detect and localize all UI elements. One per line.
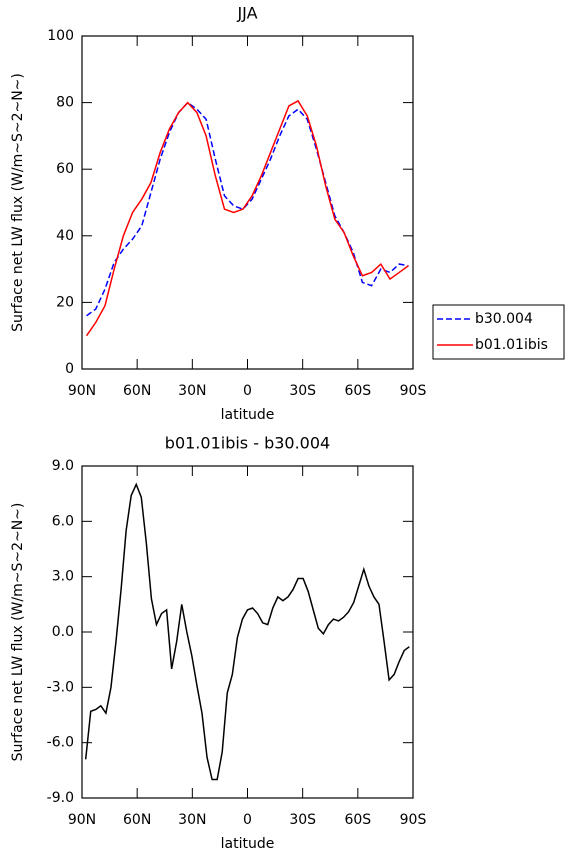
chart-title: JJA	[236, 4, 257, 23]
x-tick-label: 0	[243, 812, 252, 828]
y-tick-label: 0	[65, 361, 74, 377]
series-line	[85, 99, 409, 337]
y-tick-label: -3.0	[47, 679, 74, 695]
x-tick-label: 30S	[289, 812, 316, 828]
y-tick-label: 0.0	[52, 624, 74, 640]
x-tick-label: 90N	[68, 383, 96, 399]
legend-box	[432, 304, 565, 360]
y-tick-label: -6.0	[47, 735, 74, 751]
x-tick-label: 60S	[344, 812, 371, 828]
y-tick-label: 20	[56, 294, 74, 310]
y-tick-label: 60	[56, 161, 74, 177]
x-tick-label: 60S	[344, 383, 371, 399]
x-tick-label: 90S	[400, 812, 427, 828]
x-tick-label: 60N	[123, 383, 151, 399]
y-axis-label: Surface net LW flux (W/m~S~2~N~)	[10, 73, 26, 332]
x-tick-label: 30N	[178, 383, 206, 399]
y-tick-label: -9.0	[47, 790, 74, 806]
x-axis-label: latitude	[221, 407, 275, 423]
y-axis-label: Surface net LW flux (W/m~S~2~N~)	[10, 503, 26, 762]
plot-frame	[81, 465, 414, 799]
y-tick-label: 3.0	[52, 569, 74, 585]
y-tick-label: 100	[47, 28, 74, 44]
series-line	[84, 482, 410, 781]
x-tick-label: 60N	[123, 812, 151, 828]
x-axis-label: latitude	[221, 836, 275, 851]
x-tick-label: 90N	[68, 812, 96, 828]
y-tick-label: 6.0	[52, 513, 74, 529]
y-tick-label: 80	[56, 95, 74, 111]
x-tick-label: 30S	[289, 383, 316, 399]
legend-label: b01.01ibis	[475, 337, 548, 353]
chart-title: b01.01ibis - b30.004	[165, 434, 330, 453]
x-tick-label: 0	[243, 383, 252, 399]
y-tick-label: 40	[56, 228, 74, 244]
x-tick-label: 90S	[400, 383, 427, 399]
y-tick-label: 9.0	[52, 458, 74, 474]
x-tick-label: 30N	[178, 812, 206, 828]
legend-label: b30.004	[475, 311, 533, 327]
